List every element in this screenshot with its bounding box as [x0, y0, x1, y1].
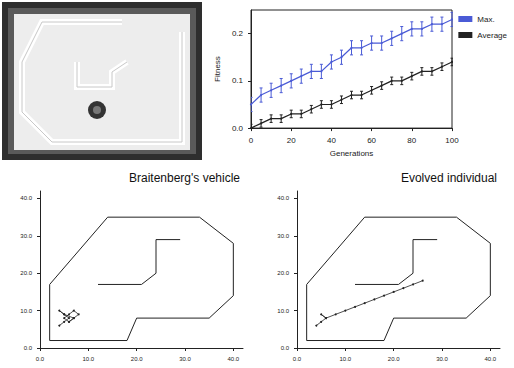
- svg-text:0.1: 0.1: [232, 76, 244, 85]
- svg-text:30.0: 30.0: [277, 233, 289, 239]
- svg-text:80: 80: [407, 136, 416, 145]
- svg-text:Max.: Max.: [477, 15, 494, 24]
- svg-text:0.0: 0.0: [36, 356, 45, 362]
- svg-text:40.0: 40.0: [277, 195, 289, 201]
- svg-text:Braitenberg's vehicle: Braitenberg's vehicle: [129, 171, 240, 185]
- svg-text:0.0: 0.0: [281, 345, 290, 351]
- svg-text:20.0: 20.0: [388, 356, 400, 362]
- svg-text:40.0: 40.0: [484, 356, 496, 362]
- svg-text:10.0: 10.0: [339, 356, 351, 362]
- svg-text:100: 100: [445, 136, 459, 145]
- svg-text:60: 60: [367, 136, 376, 145]
- svg-text:20.0: 20.0: [277, 270, 289, 276]
- svg-text:0: 0: [249, 136, 254, 145]
- svg-text:20.0: 20.0: [131, 356, 143, 362]
- svg-text:40.0: 40.0: [227, 356, 239, 362]
- svg-text:Fitness: Fitness: [213, 56, 222, 82]
- svg-text:20: 20: [287, 136, 296, 145]
- svg-text:10.0: 10.0: [277, 308, 289, 314]
- svg-text:0.0: 0.0: [293, 356, 302, 362]
- svg-text:20.0: 20.0: [20, 270, 32, 276]
- svg-text:30.0: 30.0: [179, 356, 191, 362]
- svg-text:0.2: 0.2: [232, 29, 244, 38]
- svg-text:0.0: 0.0: [24, 345, 33, 351]
- svg-text:40: 40: [327, 136, 336, 145]
- svg-text:0.0: 0.0: [232, 124, 244, 133]
- svg-text:40.0: 40.0: [20, 195, 32, 201]
- svg-text:30.0: 30.0: [20, 233, 32, 239]
- svg-text:10.0: 10.0: [82, 356, 94, 362]
- svg-text:Average: Average: [477, 31, 507, 40]
- svg-text:30.0: 30.0: [436, 356, 448, 362]
- svg-text:Evolved individual: Evolved individual: [401, 171, 497, 185]
- svg-text:10.0: 10.0: [20, 308, 32, 314]
- svg-text:Generations: Generations: [330, 149, 374, 158]
